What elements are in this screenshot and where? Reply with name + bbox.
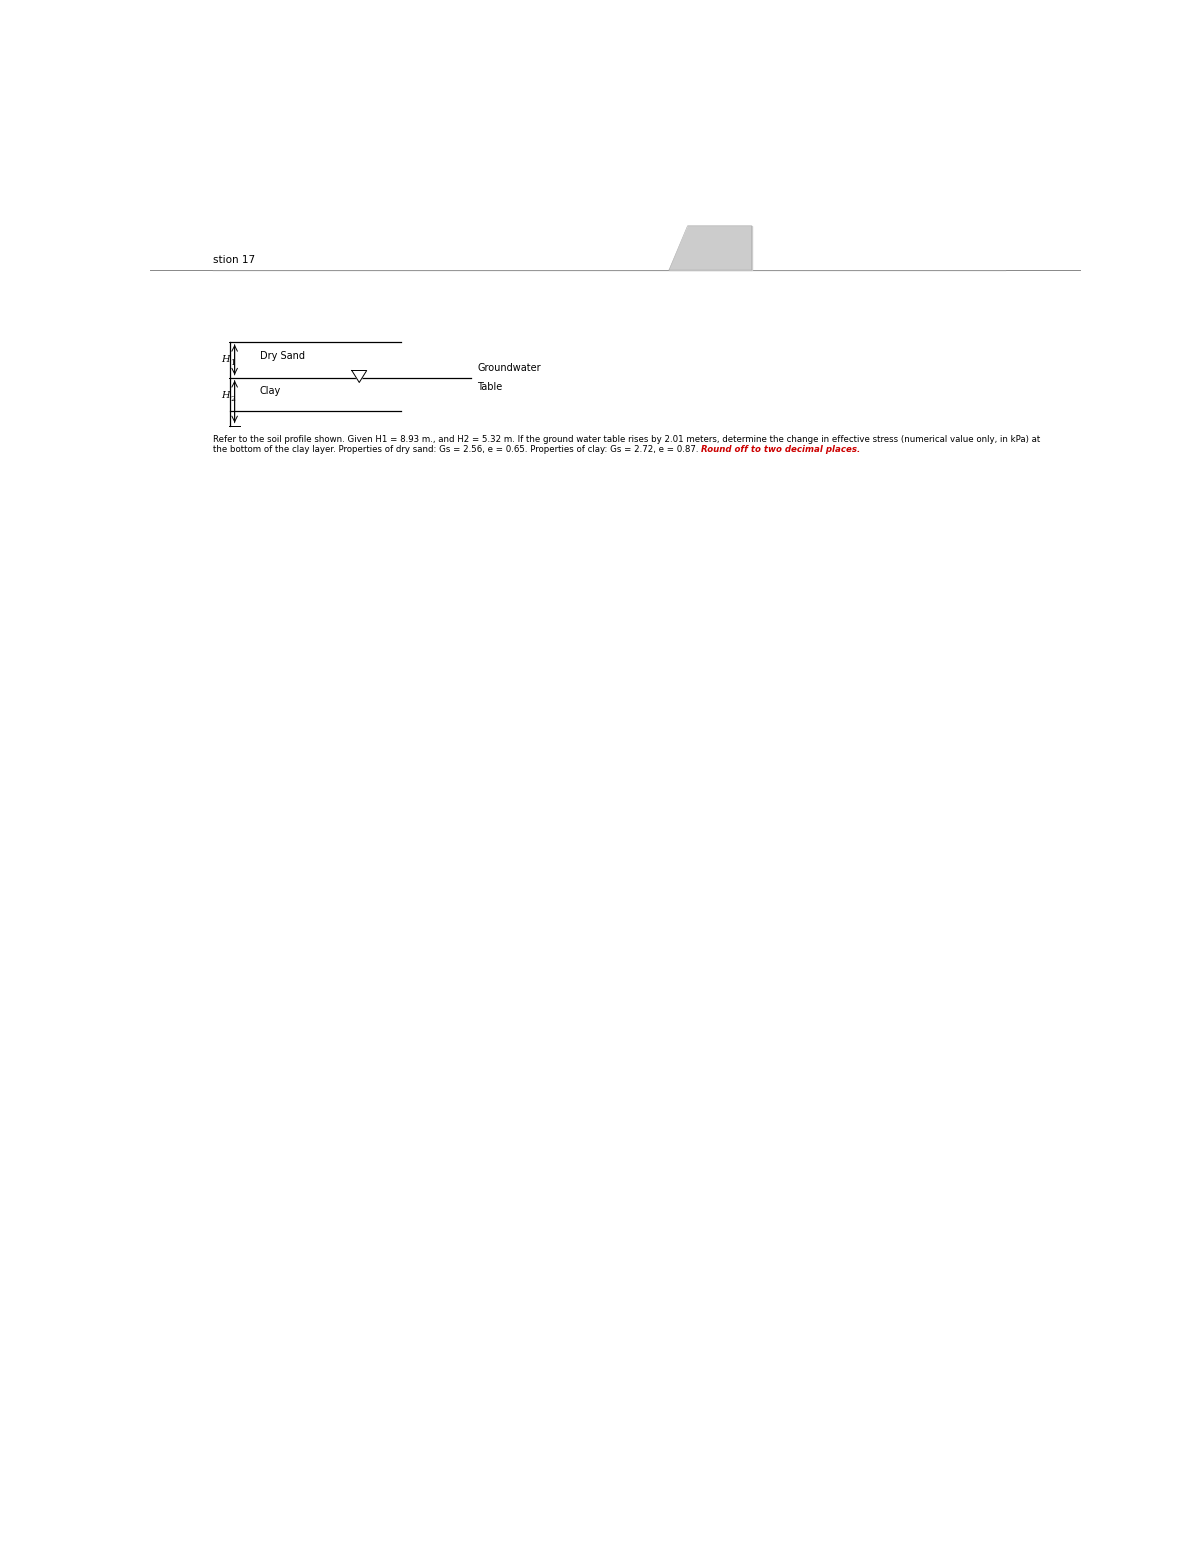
Text: Round off to two decimal places.: Round off to two decimal places. [702,444,860,453]
Polygon shape [668,225,751,270]
Text: stion 17: stion 17 [214,255,256,266]
Text: 2: 2 [230,394,235,404]
Text: Refer to the soil profile shown. Given H1 = 8.93 m., and H2 = 5.32 m. If the gro: Refer to the soil profile shown. Given H… [214,435,1040,444]
Text: the bottom of the clay layer. Properties of dry sand: Gs = 2.56, e = 0.65. Prope: the bottom of the clay layer. Properties… [214,444,702,453]
Text: Groundwater: Groundwater [478,363,541,373]
Text: Dry Sand: Dry Sand [259,351,305,362]
Text: Clay: Clay [259,385,281,396]
Text: 1: 1 [230,359,235,368]
Text: H: H [222,356,230,365]
Text: H: H [222,391,230,401]
Polygon shape [352,371,367,382]
Text: Table: Table [478,382,503,393]
